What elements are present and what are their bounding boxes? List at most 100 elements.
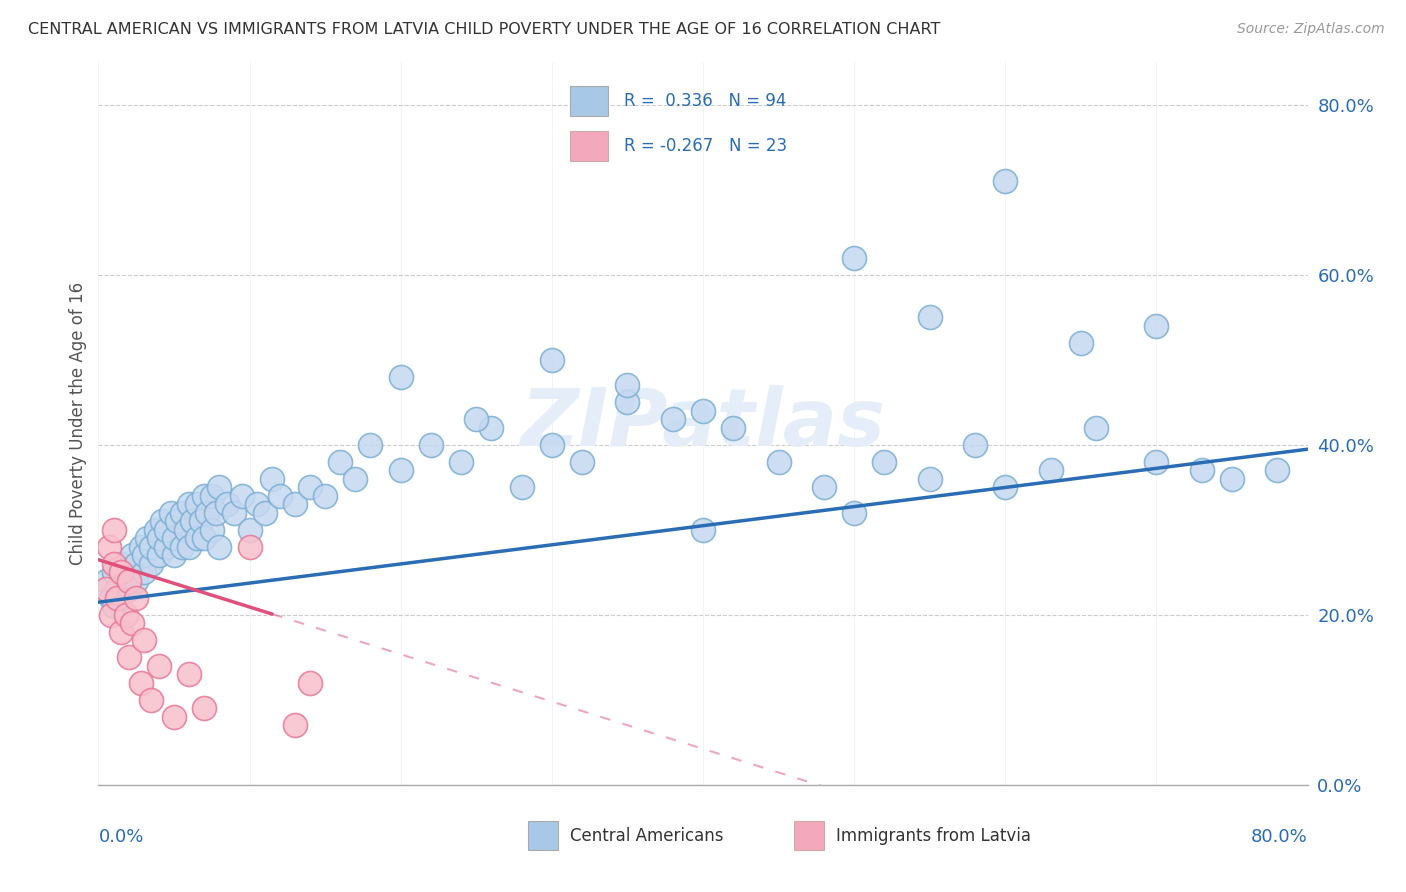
Point	[208, 540, 231, 554]
Point	[1070, 335, 1092, 350]
Text: Immigrants from Latvia: Immigrants from Latvia	[837, 827, 1031, 845]
Point	[193, 489, 215, 503]
Point	[205, 506, 228, 520]
Point	[1220, 472, 1243, 486]
Point	[540, 353, 562, 368]
Point	[179, 498, 201, 512]
Point	[170, 506, 193, 520]
Point	[155, 523, 177, 537]
Point	[231, 489, 253, 503]
Point	[813, 480, 835, 494]
Point	[94, 582, 117, 597]
Text: Central Americans: Central Americans	[569, 827, 724, 845]
Point	[1267, 463, 1289, 477]
Point	[135, 532, 157, 546]
Point	[103, 599, 125, 614]
Point	[389, 370, 412, 384]
Point	[132, 633, 155, 648]
Point	[844, 506, 866, 520]
Point	[129, 676, 152, 690]
Point	[150, 515, 173, 529]
Point	[571, 455, 593, 469]
Point	[163, 549, 186, 563]
Point	[450, 455, 472, 469]
Point	[253, 506, 276, 520]
Point	[299, 480, 322, 494]
Point	[125, 591, 148, 605]
Point	[125, 574, 148, 588]
Point	[186, 498, 208, 512]
Y-axis label: Child Poverty Under the Age of 16: Child Poverty Under the Age of 16	[69, 282, 87, 566]
Point	[114, 574, 136, 588]
Point	[105, 591, 128, 605]
Point	[344, 472, 367, 486]
Point	[246, 498, 269, 512]
Point	[110, 566, 132, 580]
Point	[723, 421, 745, 435]
Point	[94, 574, 117, 588]
Point	[768, 455, 790, 469]
Point	[616, 395, 638, 409]
Point	[1144, 318, 1167, 333]
Point	[166, 515, 188, 529]
Point	[239, 540, 262, 554]
Point	[465, 412, 488, 426]
Point	[262, 472, 284, 486]
Point	[181, 515, 204, 529]
Point	[110, 591, 132, 605]
Point	[360, 438, 382, 452]
Text: CENTRAL AMERICAN VS IMMIGRANTS FROM LATVIA CHILD POVERTY UNDER THE AGE OF 16 COR: CENTRAL AMERICAN VS IMMIGRANTS FROM LATV…	[28, 22, 941, 37]
Point	[284, 498, 307, 512]
Point	[103, 557, 125, 571]
Point	[299, 676, 322, 690]
Point	[125, 557, 148, 571]
Point	[118, 566, 141, 580]
Point	[110, 624, 132, 639]
Point	[179, 540, 201, 554]
Point	[121, 616, 143, 631]
Point	[190, 515, 212, 529]
Point	[1085, 421, 1108, 435]
Point	[918, 472, 941, 486]
Point	[239, 523, 262, 537]
Point	[844, 251, 866, 265]
Point	[193, 532, 215, 546]
Point	[481, 421, 503, 435]
Point	[965, 438, 987, 452]
Point	[170, 540, 193, 554]
Point	[692, 404, 714, 418]
Point	[174, 523, 197, 537]
Point	[284, 718, 307, 732]
Point	[132, 566, 155, 580]
Point	[269, 489, 291, 503]
Text: 0.0%: 0.0%	[98, 829, 143, 847]
Point	[155, 540, 177, 554]
Point	[314, 489, 336, 503]
Point	[141, 557, 163, 571]
Point	[118, 650, 141, 665]
Point	[103, 523, 125, 537]
Point	[692, 523, 714, 537]
Point	[121, 549, 143, 563]
FancyBboxPatch shape	[527, 821, 558, 850]
Point	[201, 523, 224, 537]
Point	[160, 506, 183, 520]
Point	[329, 455, 352, 469]
Point	[129, 540, 152, 554]
Point	[1144, 455, 1167, 469]
Point	[141, 540, 163, 554]
Point	[141, 693, 163, 707]
Point	[616, 378, 638, 392]
Point	[208, 480, 231, 494]
Point	[918, 310, 941, 325]
Point	[510, 480, 533, 494]
FancyBboxPatch shape	[793, 821, 824, 850]
Point	[105, 582, 128, 597]
Point	[163, 710, 186, 724]
Point	[100, 591, 122, 605]
Point	[118, 574, 141, 588]
Point	[215, 498, 238, 512]
Point	[118, 582, 141, 597]
Point	[132, 549, 155, 563]
Point	[1039, 463, 1062, 477]
